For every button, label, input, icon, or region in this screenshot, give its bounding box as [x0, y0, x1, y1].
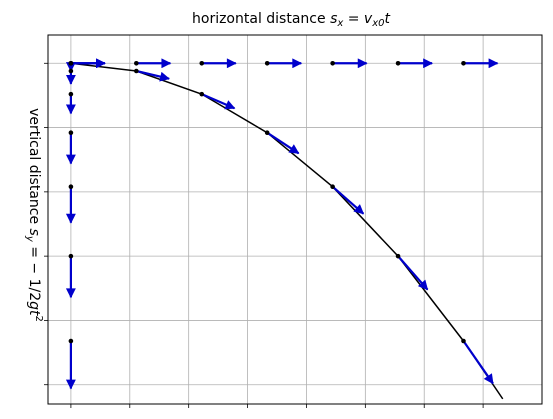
trajectory-point-6	[461, 338, 466, 344]
horizontal-point-3	[264, 60, 270, 66]
trajectory-velocity-arrow-3	[266, 131, 300, 155]
vertical-point-3	[68, 130, 74, 136]
chart-title: horizontal distance sx = vx0t	[192, 11, 391, 29]
horizontal-point-4	[330, 60, 335, 66]
trajectory-velocity-arrow-5	[397, 255, 429, 291]
vertical-point-4	[68, 184, 74, 190]
horizontal-point-5	[395, 60, 401, 66]
trajectory-point-2	[199, 91, 205, 97]
trajectory-point-1	[134, 68, 139, 74]
trajectory-velocity-arrow-4	[331, 185, 365, 215]
y-axis-label: vertical distance sy = − 1/2gt2	[24, 108, 44, 322]
trajectory-point-5	[395, 253, 401, 259]
horizontal-point-2	[199, 60, 205, 66]
trajectory-velocity-arrow-6	[462, 340, 494, 385]
trajectory-velocity-arrow-2	[201, 93, 236, 110]
axes-frame	[47, 34, 543, 405]
trajectory-point-0	[68, 60, 74, 66]
axis-ticks	[44, 62, 484, 408]
horizontal-point-6	[461, 60, 466, 66]
arrow-layer	[65, 58, 499, 390]
vertical-point-1	[68, 68, 74, 74]
trajectory-point-4	[330, 184, 335, 190]
horizontal-point-1	[134, 60, 139, 66]
vertical-point-6	[68, 338, 74, 344]
trajectory-layer	[70, 62, 504, 400]
trajectory-point-3	[264, 130, 270, 136]
trajectory-line	[70, 62, 504, 400]
point-layer	[68, 60, 466, 344]
vertical-point-5	[68, 253, 74, 259]
grid	[48, 35, 542, 404]
vertical-point-2	[68, 91, 74, 97]
trajectory-velocity-arrow-1	[136, 69, 171, 82]
plot-area	[44, 34, 543, 408]
